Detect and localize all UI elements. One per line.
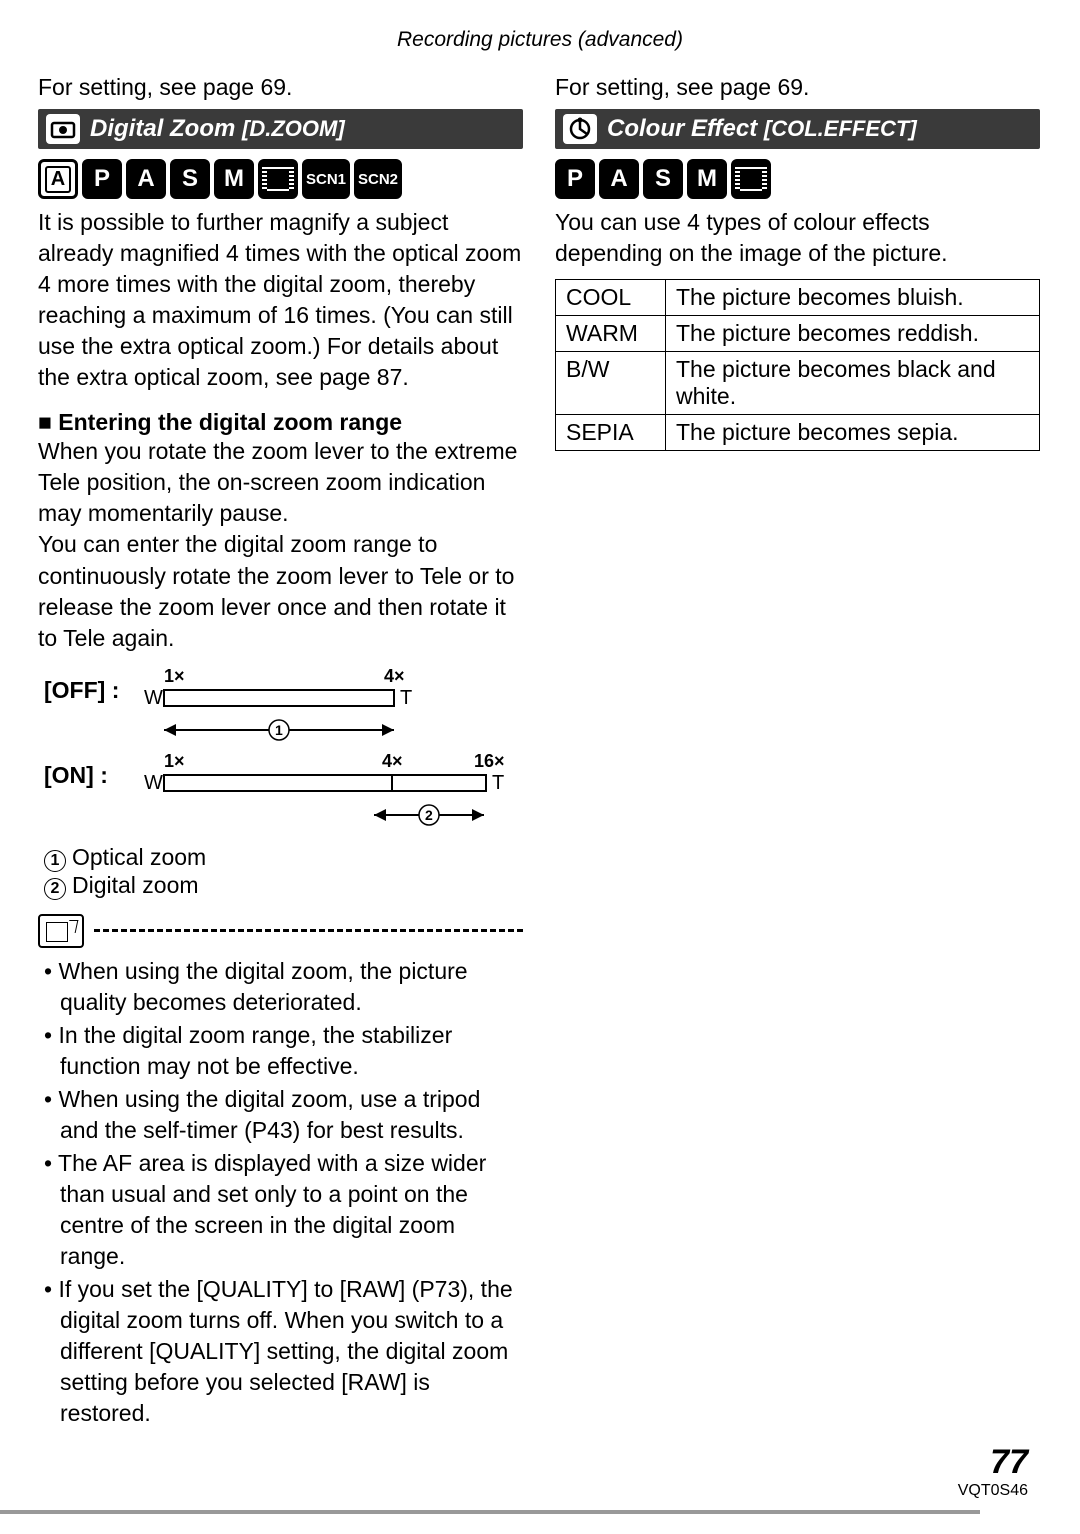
note-item: The AF area is displayed with a size wid… — [44, 1148, 523, 1272]
notes-list: When using the digital zoom, the picture… — [38, 956, 523, 1430]
svg-text:4×: 4× — [382, 753, 403, 771]
note-separator — [38, 914, 523, 948]
svg-text:1: 1 — [275, 722, 283, 738]
section-bar-colour-effect: Colour Effect [COL.EFFECT] — [555, 109, 1040, 149]
left-column: For setting, see page 69. Digital Zoom [… — [38, 72, 523, 1431]
mode-m: M — [214, 159, 254, 199]
zoom-bar-off: 1× 4× W T — [144, 668, 424, 714]
svg-text:W: W — [144, 772, 163, 794]
mode-a: A — [126, 159, 166, 199]
note-item: When using the digital zoom, use a tripo… — [44, 1084, 523, 1146]
svg-text:4×: 4× — [384, 668, 405, 686]
table-row: B/WThe picture becomes black and white. — [556, 352, 1040, 415]
svg-text:W: W — [144, 687, 163, 709]
on-label: [ON] : — [44, 762, 144, 789]
zoom-diagram: [OFF] : 1× 4× W T 1 [ON] : 1× — [44, 668, 523, 836]
mode-a: A — [599, 159, 639, 199]
section-title: Digital Zoom [D.ZOOM] — [90, 115, 345, 143]
off-label: [OFF] : — [44, 677, 144, 704]
mode-m: M — [687, 159, 727, 199]
table-row: COOLThe picture becomes bluish. — [556, 280, 1040, 316]
note-icon — [38, 914, 84, 948]
svg-text:T: T — [400, 687, 412, 709]
colour-effect-icon — [563, 114, 597, 144]
section-title: Colour Effect [COL.EFFECT] — [607, 115, 917, 143]
mode-auto: A — [38, 159, 78, 199]
content-columns: For setting, see page 69. Digital Zoom [… — [38, 72, 1042, 1431]
setting-ref-left: For setting, see page 69. — [38, 72, 523, 103]
sub-heading: Entering the digital zoom range — [38, 409, 523, 436]
legend-1: 1Optical zoom — [44, 844, 523, 872]
svg-text:2: 2 — [425, 807, 433, 823]
svg-text:1×: 1× — [164, 668, 185, 686]
mode-row-left: A P A S M SCN1 SCN2 — [38, 159, 523, 199]
sub-body: When you rotate the zoom lever to the ex… — [38, 436, 523, 653]
colour-effects-table: COOLThe picture becomes bluish. WARMThe … — [555, 279, 1040, 451]
note-item: When using the digital zoom, the picture… — [44, 956, 523, 1018]
mode-film — [258, 159, 298, 199]
svg-text:T: T — [492, 772, 504, 794]
table-row: WARMThe picture becomes reddish. — [556, 316, 1040, 352]
mode-scn1: SCN1 — [302, 159, 350, 199]
right-column: For setting, see page 69. Colour Effect … — [555, 72, 1040, 1431]
page-header: Recording pictures (advanced) — [38, 28, 1042, 52]
mode-film — [731, 159, 771, 199]
zoom-arrow-1: 1 — [144, 718, 524, 748]
digital-zoom-icon — [46, 114, 80, 144]
page-number: 77 — [990, 1443, 1028, 1482]
note-item: If you set the [QUALITY] to [RAW] (P73),… — [44, 1274, 523, 1429]
svg-text:1×: 1× — [164, 753, 185, 771]
svg-text:16×: 16× — [474, 753, 505, 771]
legend-2: 2Digital zoom — [44, 872, 523, 900]
mode-s: S — [643, 159, 683, 199]
note-item: In the digital zoom range, the stabilize… — [44, 1020, 523, 1082]
mode-scn2: SCN2 — [354, 159, 402, 199]
mode-p: P — [555, 159, 595, 199]
mode-p: P — [82, 159, 122, 199]
colour-intro: You can use 4 types of colour effects de… — [555, 207, 1040, 269]
mode-row-right: P A S M — [555, 159, 1040, 199]
setting-ref-right: For setting, see page 69. — [555, 72, 1040, 103]
doc-code: VQT0S46 — [958, 1482, 1028, 1500]
zoom-arrow-2: 2 — [144, 803, 524, 831]
zoom-bar-on: 1× 4× 16× W T — [144, 753, 523, 799]
section-bar-digital-zoom: Digital Zoom [D.ZOOM] — [38, 109, 523, 149]
mode-s: S — [170, 159, 210, 199]
footer-rule — [0, 1510, 980, 1514]
table-row: SEPIAThe picture becomes sepia. — [556, 415, 1040, 451]
dzoom-intro: It is possible to further magnify a subj… — [38, 207, 523, 393]
